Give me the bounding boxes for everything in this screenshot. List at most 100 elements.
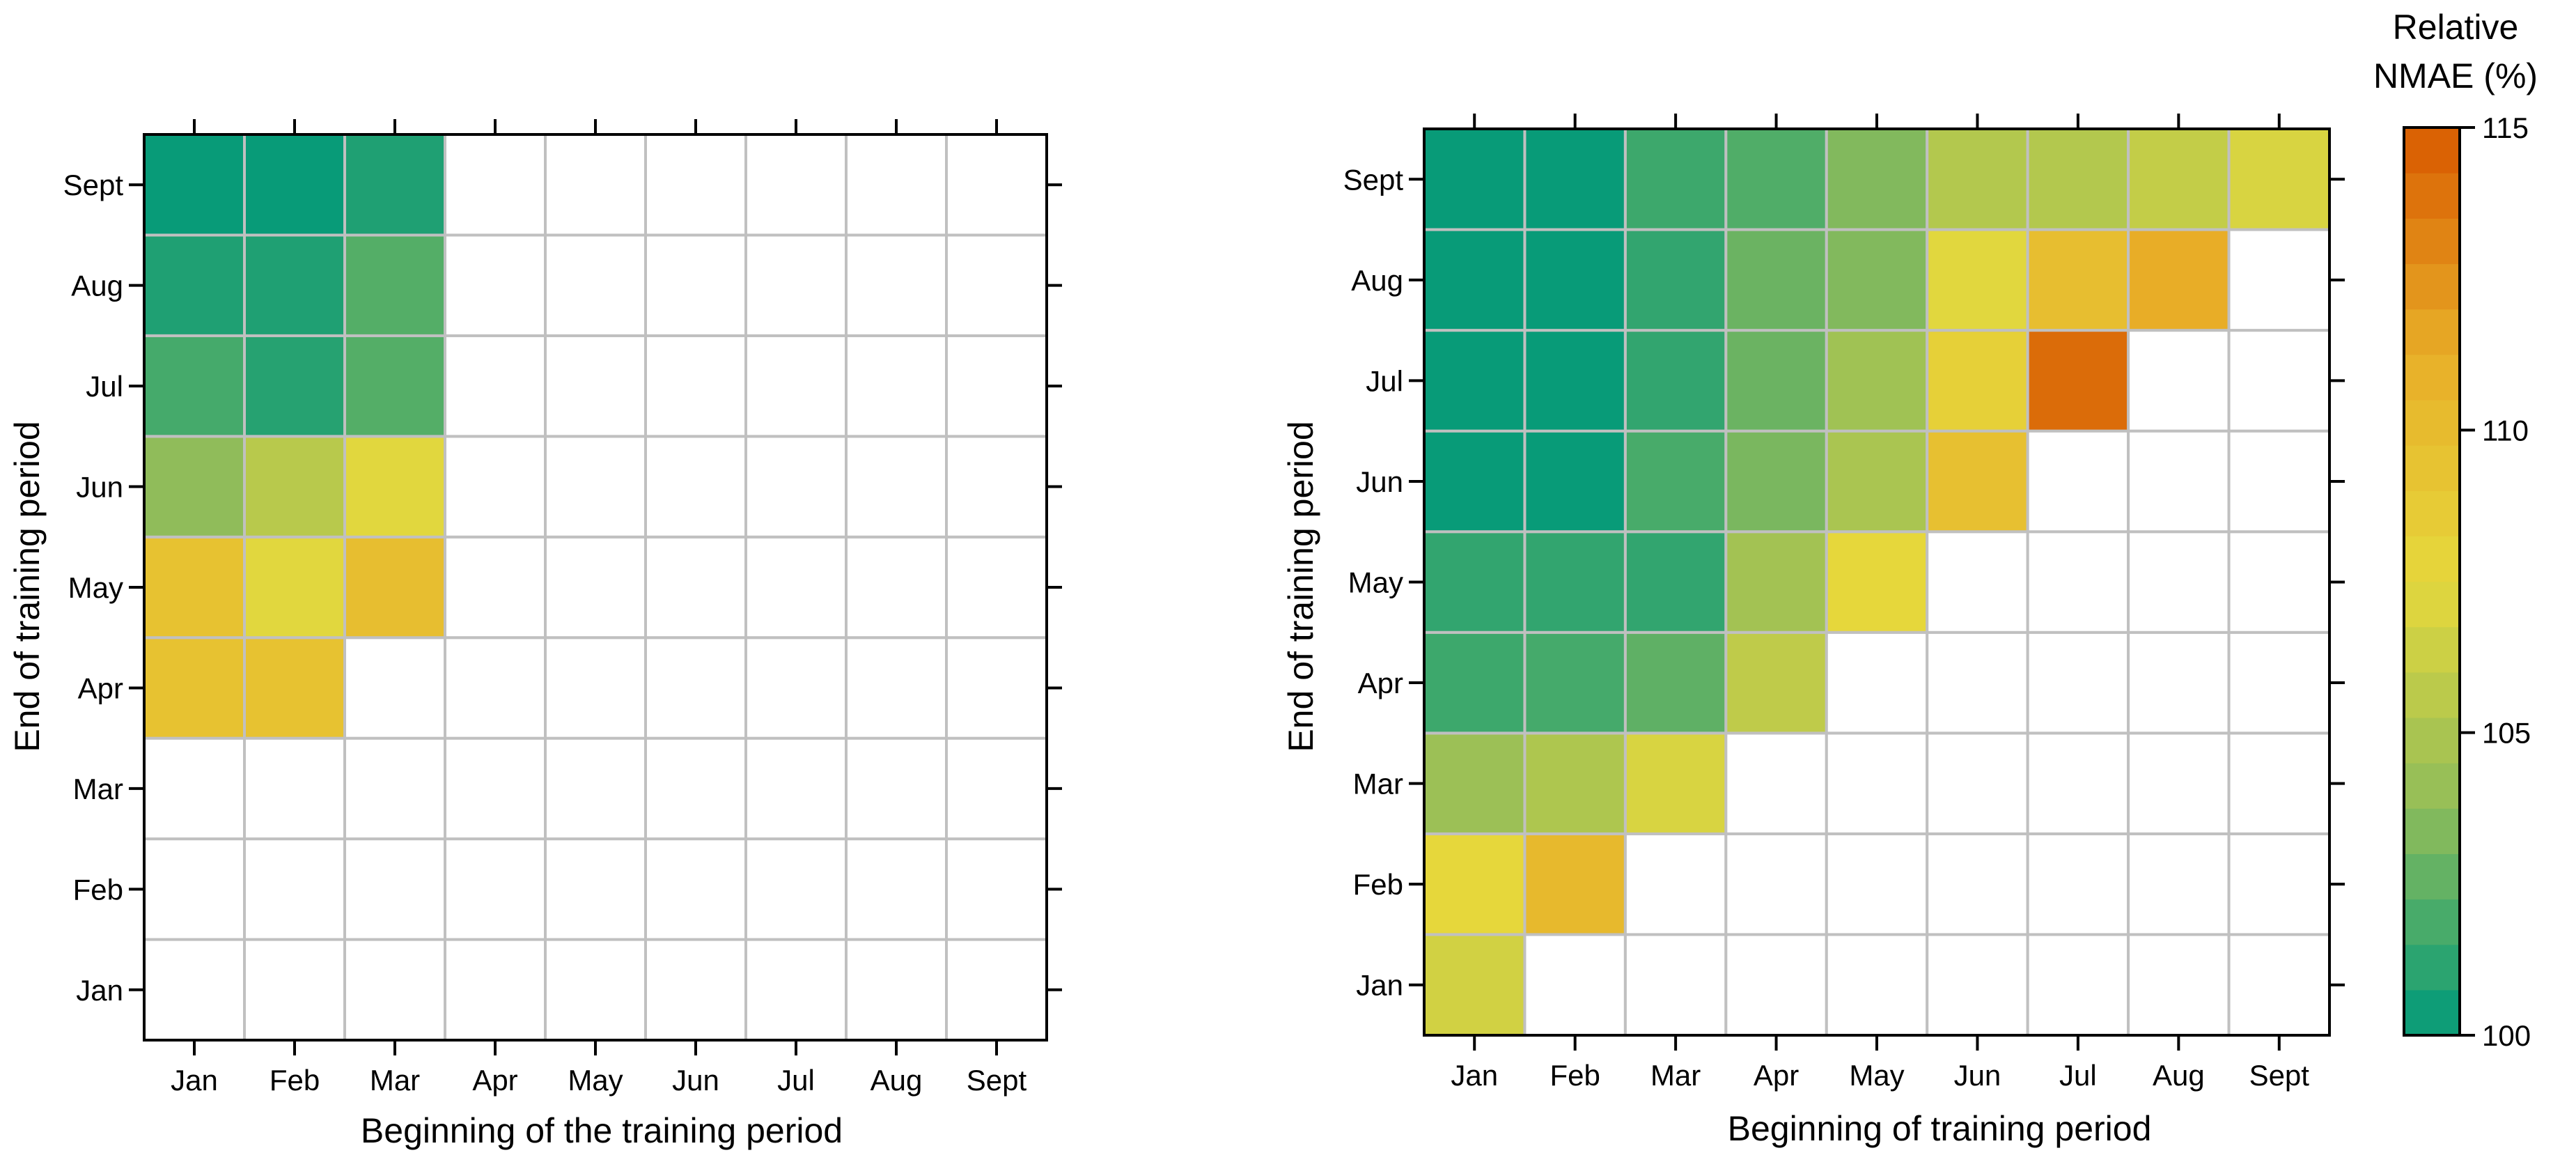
right-empty-cell xyxy=(1825,630,1929,735)
colorbar-segment xyxy=(2404,672,2460,718)
left-y-tick-label: Feb xyxy=(73,873,123,906)
right-cell-May-May xyxy=(1825,530,1929,634)
left-cell-Jan-Jul xyxy=(143,334,246,438)
left-empty-cell xyxy=(744,133,848,237)
left-empty-cell xyxy=(845,233,948,337)
left-empty-cell xyxy=(544,535,647,640)
colorbar-segment xyxy=(2404,263,2460,310)
right-y-tick-label: Sept xyxy=(1343,163,1404,196)
colorbar-segment xyxy=(2404,853,2460,900)
right-cell-Feb-May xyxy=(1523,530,1627,634)
right-y-axis-title: End of training period xyxy=(1281,421,1320,752)
left-empty-cell xyxy=(644,133,747,237)
right-cell-Jan-Jul xyxy=(1423,329,1527,433)
left-empty-cell xyxy=(544,938,647,1042)
left-empty-cell xyxy=(644,435,747,539)
left-empty-cell xyxy=(845,736,948,841)
right-cell-Apr-May xyxy=(1724,530,1828,634)
left-empty-cell xyxy=(444,334,547,438)
left-empty-cell xyxy=(845,334,948,438)
right-empty-cell xyxy=(2127,429,2231,534)
left-empty-cell xyxy=(544,636,647,740)
right-cell-Jun-Aug xyxy=(1926,228,2029,332)
left-x-tick-label: Feb xyxy=(270,1064,320,1097)
left-empty-cell xyxy=(444,736,547,841)
left-heatmap-panel: Beginning of the training period End of … xyxy=(8,119,1062,1150)
right-empty-cell xyxy=(2026,933,2130,1037)
left-empty-cell xyxy=(945,435,1048,539)
right-empty-cell xyxy=(2127,731,2231,835)
right-cell-Jan-Apr xyxy=(1423,630,1527,735)
right-empty-cell xyxy=(1825,731,1929,835)
right-cell-Mar-Jul xyxy=(1623,329,1728,433)
colorbar-segment xyxy=(2404,808,2460,854)
colorbar-segment xyxy=(2404,536,2460,582)
left-empty-cell xyxy=(845,938,948,1042)
right-cell-Jan-Jun xyxy=(1423,429,1527,534)
left-empty-cell xyxy=(845,636,948,740)
left-cell-Feb-May xyxy=(243,535,346,640)
left-y-tick-label: Jun xyxy=(76,471,123,504)
left-empty-cell xyxy=(644,233,747,337)
left-empty-cell xyxy=(744,535,848,640)
colorbar-frame xyxy=(2403,126,2461,1037)
right-cell-Jul-Jul xyxy=(2026,329,2130,433)
right-cell-Jan-May xyxy=(1423,530,1527,634)
left-empty-cell xyxy=(544,133,647,237)
left-x-tick-label: Jun xyxy=(672,1064,719,1097)
left-cell-Jan-Jun xyxy=(143,435,246,539)
left-empty-cell xyxy=(744,736,848,841)
left-y-tick-label: Sept xyxy=(63,169,124,201)
colorbar-title-line2: NMAE (%) xyxy=(2373,56,2538,95)
right-cell-Jan-Jan xyxy=(1423,933,1527,1037)
left-x-tick-label: Mar xyxy=(370,1064,420,1097)
right-empty-cell xyxy=(2127,933,2231,1037)
right-empty-cell xyxy=(2026,731,2130,835)
right-empty-cell xyxy=(2127,530,2231,634)
right-y-tick-label: May xyxy=(1348,566,1403,599)
right-empty-cell xyxy=(2127,329,2231,433)
left-y-tick-label: Jul xyxy=(86,370,123,403)
colorbar-segment xyxy=(2404,626,2460,673)
colorbar-tick-label: 105 xyxy=(2482,717,2531,750)
left-empty-cell xyxy=(744,233,848,337)
left-empty-cell xyxy=(644,938,747,1042)
left-empty-cell xyxy=(644,334,747,438)
right-x-tick-label: Mar xyxy=(1650,1059,1701,1092)
left-x-axis-title: Beginning of the training period xyxy=(361,1111,843,1150)
right-empty-cell xyxy=(2227,228,2332,332)
left-x-tick-label: Jul xyxy=(777,1064,815,1097)
right-cell-Mar-Apr xyxy=(1623,630,1728,735)
colorbar-tick-label: 100 xyxy=(2482,1019,2531,1052)
right-empty-cell xyxy=(2227,933,2332,1037)
left-empty-cell xyxy=(444,535,547,640)
right-y-tick-label: Feb xyxy=(1353,868,1403,901)
right-cell-Jul-Aug xyxy=(2026,228,2130,332)
left-x-tick-label: Jan xyxy=(171,1064,218,1097)
left-empty-cell xyxy=(644,636,747,740)
right-cell-May-Jun xyxy=(1825,429,1929,534)
left-empty-cell xyxy=(243,837,346,941)
right-empty-cell xyxy=(2026,530,2130,634)
left-empty-cell xyxy=(544,233,647,337)
right-empty-cell xyxy=(2127,832,2231,936)
left-empty-cell xyxy=(544,736,647,841)
right-empty-cell xyxy=(2227,731,2332,835)
left-empty-cell xyxy=(744,334,848,438)
right-y-tick-label: Apr xyxy=(1358,667,1403,699)
left-empty-cell xyxy=(444,133,547,237)
left-empty-cell xyxy=(343,636,446,740)
right-cell-Mar-Sept xyxy=(1623,127,1728,231)
right-cell-Sept-Sept xyxy=(2227,127,2332,231)
colorbar-segment xyxy=(2404,354,2460,401)
left-cell-Jan-Apr xyxy=(143,636,246,740)
right-empty-cell xyxy=(1926,933,2029,1037)
right-empty-cell xyxy=(1926,630,2029,735)
left-cell-Mar-Jul xyxy=(343,334,446,438)
right-cell-Jan-Mar xyxy=(1423,731,1527,835)
right-empty-cell xyxy=(1926,731,2029,835)
left-empty-cell xyxy=(544,435,647,539)
left-empty-cell xyxy=(845,535,948,640)
right-empty-cell xyxy=(1926,530,2029,634)
left-cell-Feb-Jul xyxy=(243,334,346,438)
